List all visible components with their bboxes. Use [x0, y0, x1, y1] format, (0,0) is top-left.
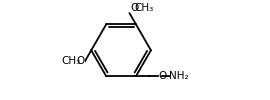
Text: CH₃: CH₃: [61, 56, 80, 66]
Text: NH₂: NH₂: [169, 71, 188, 81]
Text: O: O: [158, 71, 166, 81]
Text: O: O: [130, 3, 138, 13]
Text: O: O: [76, 56, 85, 66]
Text: CH₃: CH₃: [134, 3, 153, 13]
